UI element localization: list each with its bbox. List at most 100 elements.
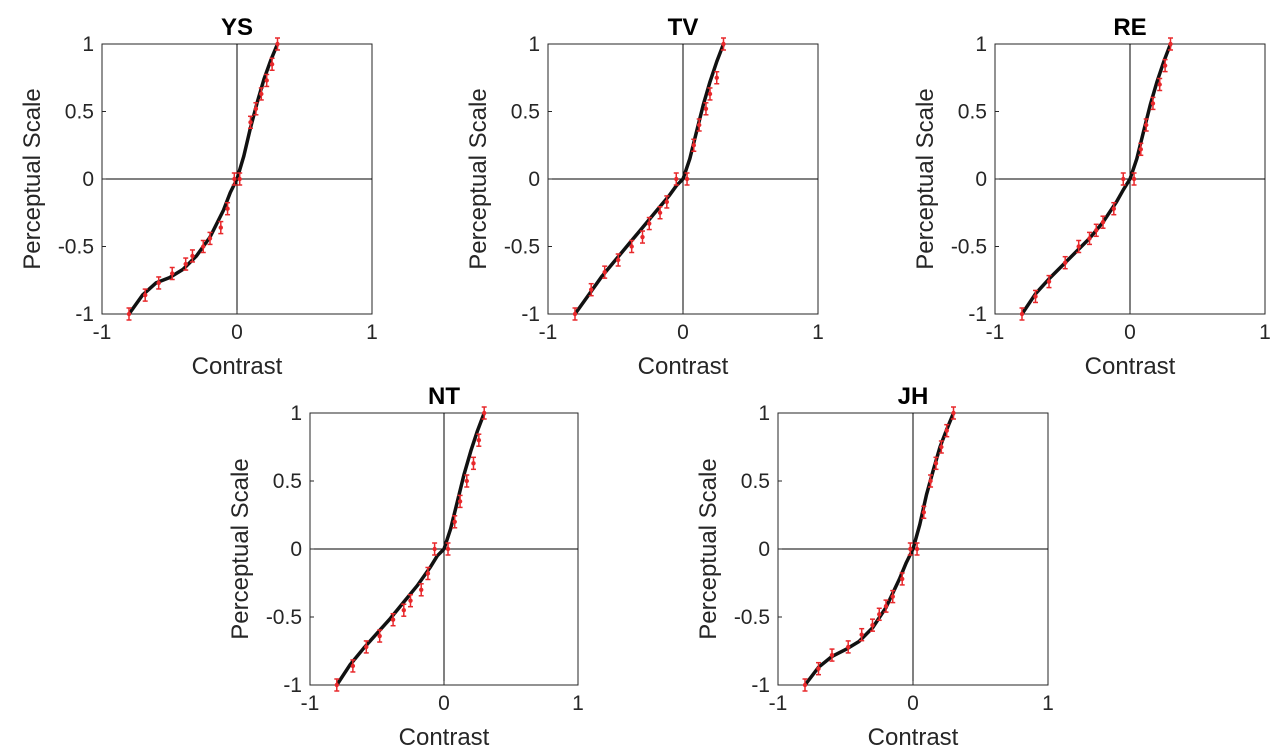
data-point <box>933 456 939 471</box>
data-point <box>951 406 956 420</box>
data-point <box>225 201 231 216</box>
y-tick-label: 1 <box>82 33 94 56</box>
data-point <box>938 440 944 454</box>
data-marker <box>921 510 926 515</box>
data-marker <box>1087 236 1092 241</box>
data-point <box>248 115 253 130</box>
y-tick-label: 0.5 <box>65 101 94 124</box>
data-point <box>691 138 697 152</box>
data-marker <box>883 603 889 609</box>
y-axis-label: Perceptual Scale <box>19 88 46 269</box>
data-point <box>876 607 882 622</box>
data-point <box>457 494 463 509</box>
data-marker <box>928 478 933 484</box>
data-point <box>126 307 132 321</box>
data-marker <box>816 666 821 671</box>
data-marker <box>707 91 713 97</box>
y-axis-label: Perceptual Scale <box>465 88 492 269</box>
data-point <box>275 37 280 51</box>
data-marker <box>1144 122 1149 128</box>
data-point <box>1157 77 1163 92</box>
data-point <box>1062 255 1068 270</box>
data-marker <box>846 644 851 650</box>
x-tick-label: -1 <box>769 692 788 715</box>
data-marker <box>264 78 269 83</box>
data-marker <box>1094 228 1099 233</box>
y-tick-label: -0.5 <box>266 606 302 629</box>
y-tick-label: -1 <box>751 674 770 697</box>
data-marker <box>647 221 652 226</box>
data-point <box>264 73 270 88</box>
data-marker <box>721 41 726 47</box>
data-marker <box>877 612 882 617</box>
data-point <box>572 307 578 321</box>
y-axis-label: Perceptual Scale <box>227 458 254 639</box>
data-marker <box>170 271 175 276</box>
data-marker <box>390 617 396 622</box>
data-marker <box>1019 311 1025 317</box>
data-point <box>673 172 679 186</box>
data-marker <box>1150 101 1156 106</box>
panel-title: TV <box>668 14 699 41</box>
panel-ys: -1 0 1 -1 -0.5 0 0.5 1 YS Contrast Perceptual Scal… <box>19 14 378 380</box>
data-marker <box>457 499 463 504</box>
y-tick-label: -0.5 <box>734 606 770 629</box>
data-point <box>1168 37 1173 51</box>
data-point <box>646 216 652 231</box>
data-point <box>890 589 896 604</box>
y-tick-label: 1 <box>290 402 302 425</box>
data-marker <box>419 587 424 592</box>
data-marker <box>207 236 213 241</box>
data-marker <box>1033 294 1038 299</box>
data-marker <box>225 206 230 211</box>
data-marker <box>802 682 808 688</box>
data-point <box>218 220 224 235</box>
data-marker <box>944 428 949 433</box>
y-tick-label: 0.5 <box>958 101 987 124</box>
data-point <box>1046 274 1052 289</box>
data-point <box>470 456 476 471</box>
data-marker <box>232 176 237 182</box>
data-marker <box>674 176 679 182</box>
data-marker <box>1168 41 1173 47</box>
y-tick-label: 1 <box>528 33 540 56</box>
data-point <box>156 276 162 290</box>
y-tick-label: 0.5 <box>741 470 770 493</box>
x-axis-label: Contrast <box>638 353 729 380</box>
fit-curve <box>335 411 486 687</box>
data-marker <box>908 546 913 552</box>
data-marker <box>452 519 457 524</box>
y-tick-label: -0.5 <box>58 236 94 259</box>
data-point <box>703 102 709 116</box>
data-marker <box>237 176 242 182</box>
data-point <box>707 87 713 101</box>
data-marker <box>859 632 864 637</box>
data-point <box>684 172 690 186</box>
data-marker <box>432 546 437 552</box>
data-marker <box>589 287 594 292</box>
data-point <box>1131 172 1137 186</box>
data-marker <box>1162 63 1168 68</box>
data-point <box>200 239 206 254</box>
data-point <box>476 433 482 447</box>
panel-re: -1 0 1 -1 -0.5 0 0.5 1 RE Contrast Perceptual Scal… <box>912 14 1270 380</box>
x-tick-label: 1 <box>1259 321 1270 344</box>
data-point <box>207 231 213 246</box>
data-point <box>629 239 635 254</box>
y-tick-label: 0.5 <box>511 101 540 124</box>
data-marker <box>334 682 339 688</box>
data-marker <box>1111 206 1117 211</box>
data-point <box>1100 215 1106 229</box>
data-marker <box>126 311 132 317</box>
data-point <box>231 172 237 186</box>
data-point <box>1138 142 1144 157</box>
fit-curve <box>1020 42 1173 316</box>
data-point <box>237 172 243 186</box>
data-marker <box>572 311 578 317</box>
x-axis-label: Contrast <box>868 724 959 751</box>
data-point <box>258 87 264 101</box>
data-marker <box>914 546 920 552</box>
data-marker <box>445 546 451 552</box>
data-marker <box>259 91 264 97</box>
